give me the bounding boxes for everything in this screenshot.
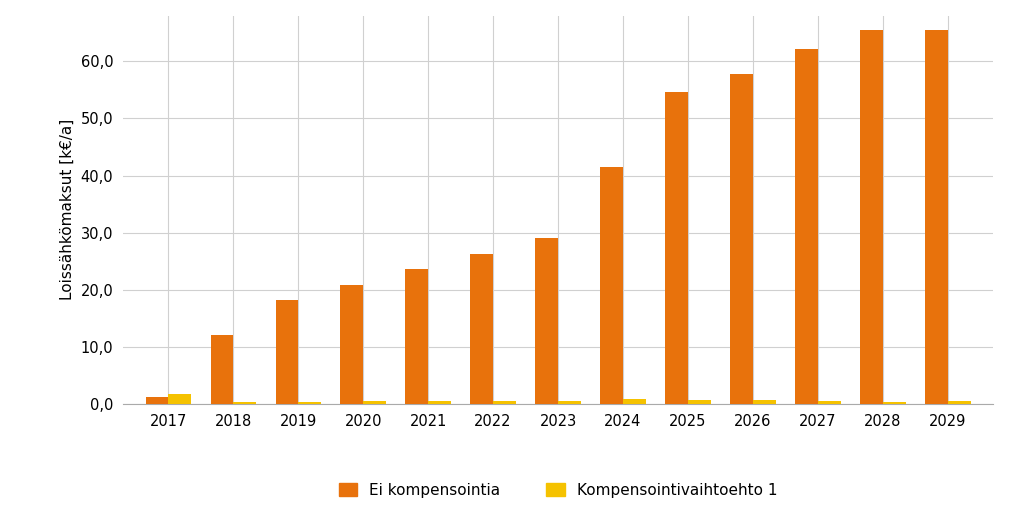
Bar [536,238,558,404]
Bar [925,30,948,404]
Bar [275,300,298,404]
Bar [364,401,386,404]
Bar [883,402,905,404]
Bar [753,400,776,404]
Bar [340,285,364,404]
Bar [470,254,494,404]
Bar [428,401,451,404]
Bar [145,397,168,404]
Bar [730,74,753,404]
Bar [494,401,516,404]
Bar [298,402,321,404]
Bar [796,49,818,404]
Bar [860,30,883,404]
Bar [623,399,646,404]
Y-axis label: Loissähkömaksut [k€/a]: Loissähkömaksut [k€/a] [59,119,75,300]
Bar [211,336,233,404]
Bar [688,400,711,404]
Bar [168,394,191,404]
Bar [600,167,623,404]
Bar [558,401,581,404]
Bar [818,401,841,404]
Bar [948,401,971,404]
Bar [406,269,428,404]
Bar [233,402,256,404]
Legend: Ei kompensointia, Kompensointivaihtoehto 1: Ei kompensointia, Kompensointivaihtoehto… [331,475,785,505]
Bar [666,92,688,404]
